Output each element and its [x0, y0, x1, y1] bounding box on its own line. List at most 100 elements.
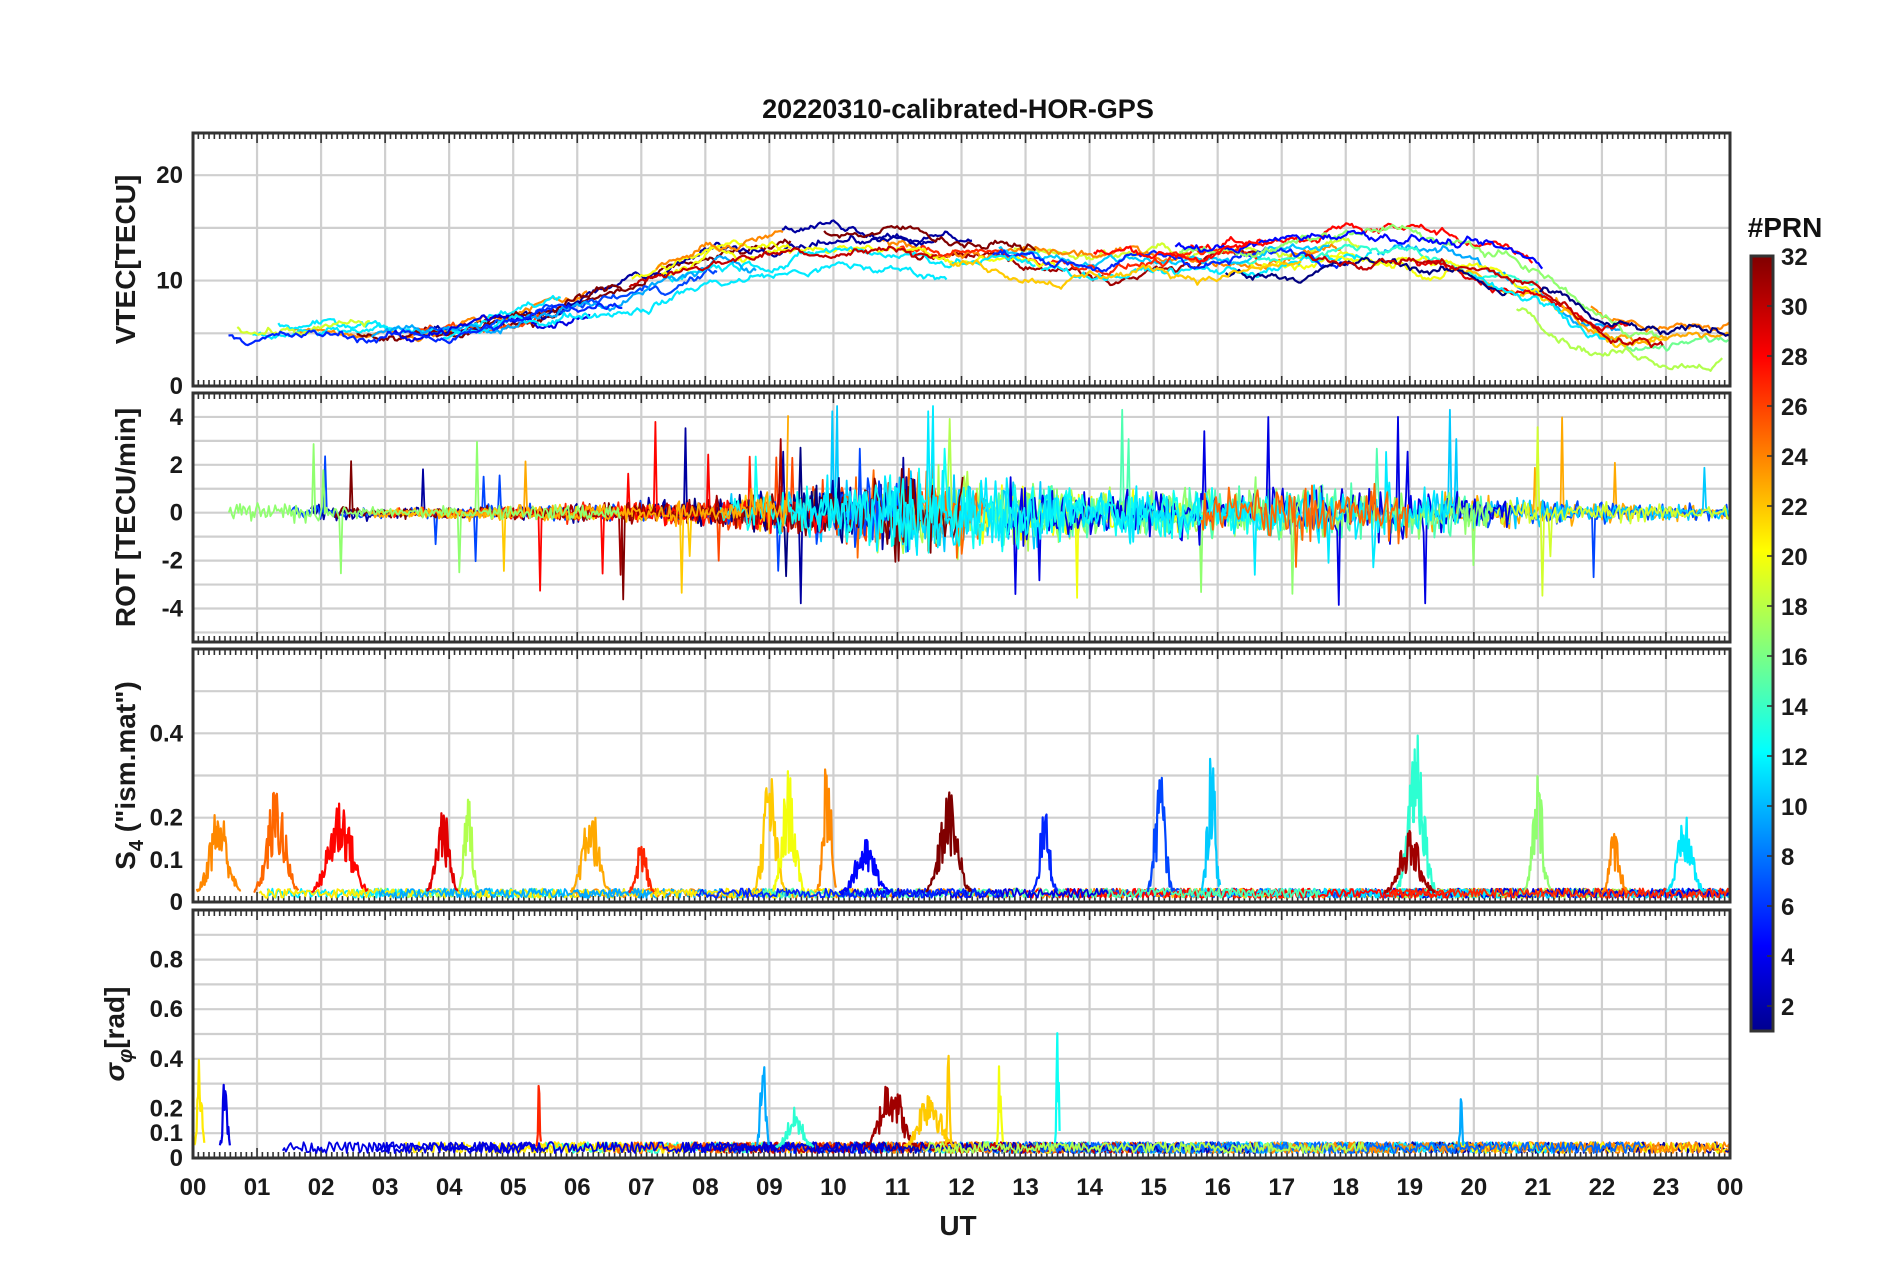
rot-ylabel: ROT [TECU/min] — [110, 408, 141, 627]
s4-series — [195, 734, 1731, 899]
sigma-phi-panel: 00.10.2 0.4 0.6 0.8 σφ[rad] — [99, 908, 1732, 1172]
sigma-phi-burst — [535, 1084, 542, 1147]
y-tick-label: 0 — [170, 1145, 183, 1172]
y-tick-label: 0.4 — [150, 720, 184, 747]
vtec-line — [1304, 253, 1664, 349]
x-tick-label: 03 — [372, 1174, 399, 1201]
colorbar-tick-label: 24 — [1781, 444, 1808, 471]
s4-frame — [191, 647, 1732, 904]
colorbar-title: #PRN — [1748, 212, 1823, 243]
s4-burst — [425, 812, 459, 892]
x-tick-label: 02 — [308, 1174, 335, 1201]
colorbar-tick-label: 26 — [1781, 394, 1808, 421]
s4-burst — [925, 791, 972, 893]
s4-line — [258, 887, 874, 899]
y-tick-label: 0.4 — [150, 1046, 184, 1073]
s4-panel: 0 0.1 0.2 0.4 S4 ("ism.mat") — [110, 647, 1732, 916]
y-tick-label: 0.6 — [150, 996, 183, 1023]
vtec-line — [998, 243, 1330, 269]
x-tick-label: 01 — [244, 1174, 271, 1201]
sigma-phi-frame — [191, 908, 1732, 1160]
x-tick-label: 21 — [1525, 1174, 1552, 1201]
vtec-panel: 0 10 20 VTEC[TECU] — [110, 131, 1732, 400]
rot-series — [227, 405, 1731, 606]
rot-line — [1469, 426, 1731, 597]
s4-ylabel-sub: 4 — [126, 839, 148, 851]
s4-ylabel-main: S — [110, 851, 141, 870]
sigma-phi-ylabel-rest: [rad] — [99, 987, 130, 1049]
y-tick-label: 0 — [170, 889, 183, 916]
x-tick-label: 20 — [1460, 1174, 1487, 1201]
s4-burst — [569, 816, 611, 894]
x-tick-label: 13 — [1012, 1174, 1039, 1201]
sigma-phi-burst — [995, 1065, 1004, 1146]
sigma-phi-series — [193, 1032, 1731, 1154]
s4-grid — [191, 649, 1732, 904]
vtec-line — [1178, 223, 1660, 338]
s4-ylabel-rest: ("ism.mat") — [110, 681, 141, 840]
rot-line — [1200, 482, 1409, 568]
vtec-line — [655, 230, 784, 271]
vtec-line — [1224, 256, 1508, 297]
rot-frame — [191, 391, 1732, 644]
s4-burst — [1200, 757, 1222, 891]
sigma-phi-burst — [218, 1083, 231, 1146]
x-tick-label: 12 — [948, 1174, 975, 1201]
s4-burst — [628, 845, 655, 894]
vtec-line — [392, 313, 591, 343]
vtec-series — [228, 219, 1730, 372]
sigma-phi-grid — [191, 910, 1732, 1160]
s4-burst — [253, 791, 300, 893]
y-tick-label: 0 — [170, 373, 183, 400]
x-tick-labels: 00 01 02 03 04 05 06 07 08 09 10 11 12 13 14 15 16 17 18 19… — [180, 1174, 1744, 1201]
colorbar-tick-label: 22 — [1781, 494, 1808, 521]
colorbar-tick-label: 32 — [1781, 244, 1808, 271]
x-tick-label: 23 — [1653, 1174, 1680, 1201]
x-tick-label: 04 — [436, 1174, 463, 1201]
vtec-line — [1590, 305, 1730, 333]
y-tick-label: -2 — [162, 548, 183, 575]
s4-line — [378, 887, 655, 899]
x-tick-label: 17 — [1268, 1174, 1295, 1201]
colorbar-tick-label: 6 — [1781, 894, 1794, 921]
colorbar-tick-label: 4 — [1781, 944, 1795, 971]
x-tick-label: 10 — [820, 1174, 847, 1201]
x-tick-label: 14 — [1076, 1174, 1103, 1201]
y-tick-label: 0.2 — [150, 805, 183, 832]
colorbar-tick-label: 16 — [1781, 644, 1808, 671]
s4-burst — [772, 770, 806, 892]
y-tick-label: 0.1 — [150, 1120, 183, 1147]
vtec-ytick-labels: 0 10 20 — [156, 162, 183, 400]
vtec-line — [823, 225, 1037, 252]
x-tick-label: 00 — [1717, 1174, 1744, 1201]
sigma-phi-burst — [774, 1106, 815, 1149]
colorbar-tick-label: 12 — [1781, 744, 1808, 771]
vtec-line — [1093, 240, 1270, 264]
x-tick-label: 05 — [500, 1174, 527, 1201]
x-tick-label: 18 — [1332, 1174, 1359, 1201]
s4-burst — [1600, 832, 1628, 894]
sigma-phi-ylabel: σφ[rad] — [99, 987, 137, 1082]
s4-burst — [816, 768, 837, 891]
s4-burst — [1524, 775, 1552, 891]
s4-burst — [195, 813, 242, 893]
vtec-line — [236, 318, 371, 337]
y-tick-label: 0.8 — [150, 947, 183, 974]
colorbar-tick-label: 14 — [1781, 694, 1808, 721]
sigma-phi-burst — [944, 1054, 953, 1146]
chart-title: 20220310-calibrated-HOR-GPS — [762, 94, 1154, 124]
colorbar-tick-label: 30 — [1781, 294, 1808, 321]
vtec-line — [781, 219, 973, 247]
vtec-line — [1538, 286, 1730, 337]
vtec-line — [1554, 296, 1730, 345]
y-tick-label: -4 — [162, 595, 184, 622]
y-tick-label: 20 — [156, 162, 183, 189]
vtec-grid — [191, 133, 1732, 388]
vtec-line — [442, 261, 948, 340]
x-tick-label: 00 — [180, 1174, 207, 1201]
sigma-phi-ytick-labels: 00.10.2 0.4 0.6 0.8 — [150, 947, 184, 1172]
colorbar-tick-label: 8 — [1781, 844, 1794, 871]
